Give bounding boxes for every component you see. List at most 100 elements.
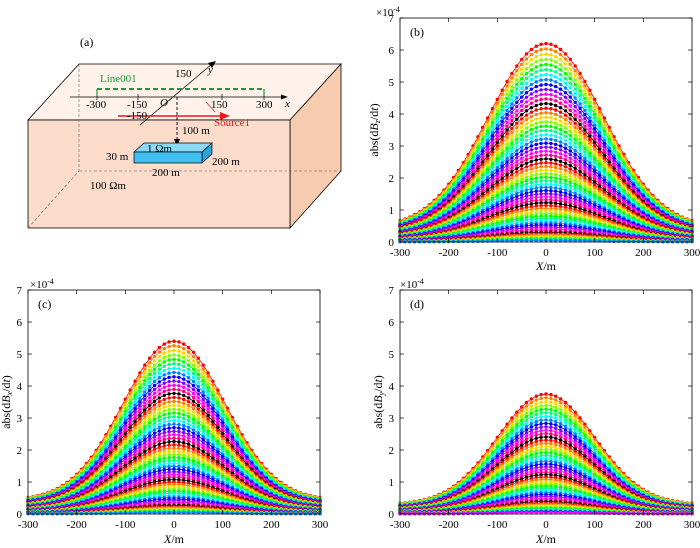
data-point <box>568 86 572 90</box>
data-point <box>162 342 166 346</box>
data-point <box>549 120 553 124</box>
data-point <box>196 407 200 411</box>
data-point <box>167 407 171 412</box>
data-point <box>563 126 568 130</box>
data-point <box>148 414 152 418</box>
data-point <box>573 173 577 177</box>
data-point <box>148 403 152 407</box>
data-point <box>529 155 534 160</box>
data-point <box>568 57 572 62</box>
data-point <box>549 165 553 169</box>
data-point <box>573 87 577 91</box>
data-point <box>152 410 157 414</box>
data-point <box>539 107 543 111</box>
data-point <box>534 55 538 59</box>
data-point <box>554 84 558 89</box>
data-point <box>157 396 162 400</box>
data-point <box>558 177 563 181</box>
data-point <box>539 93 543 97</box>
data-point <box>558 144 563 148</box>
data-point <box>544 179 548 183</box>
data-point <box>500 137 504 142</box>
data-point <box>186 350 191 354</box>
data-point <box>534 146 538 151</box>
data-point <box>495 127 499 131</box>
data-point <box>167 379 171 384</box>
data-point <box>196 410 200 415</box>
data-point <box>588 108 592 112</box>
data-point <box>539 53 543 57</box>
data-point <box>495 174 499 179</box>
data-point <box>143 379 147 383</box>
data-point <box>148 410 152 415</box>
data-point <box>510 182 514 186</box>
data-point <box>167 340 171 344</box>
data-point <box>549 58 553 62</box>
data-point <box>568 137 572 142</box>
data-point <box>568 190 572 194</box>
data-point <box>500 167 504 172</box>
data-point <box>578 71 582 76</box>
data-point <box>544 47 548 51</box>
data-point <box>515 166 519 170</box>
data-point <box>515 125 519 130</box>
data-point <box>172 357 176 362</box>
y-tick-label: -150 <box>127 110 148 122</box>
data-point <box>515 173 519 177</box>
data-point <box>583 108 587 113</box>
data-point <box>505 135 509 140</box>
data-point <box>177 392 181 396</box>
data-point <box>182 397 186 402</box>
data-point <box>515 96 519 100</box>
data-point <box>534 162 538 166</box>
data-point <box>201 404 205 409</box>
data-point <box>578 80 582 85</box>
data-point <box>495 157 499 161</box>
data-point <box>186 396 191 400</box>
data-point <box>495 112 499 117</box>
data-point <box>529 127 534 132</box>
y-tick-label: 1 <box>389 205 395 217</box>
data-point <box>578 102 582 106</box>
data-point <box>524 154 529 158</box>
data-point <box>549 73 553 77</box>
data-point <box>510 156 514 160</box>
data-point <box>554 89 558 94</box>
data-point <box>568 95 572 99</box>
data-point <box>148 360 152 365</box>
data-point <box>505 124 509 128</box>
data-point <box>177 375 181 380</box>
data-point <box>602 116 607 120</box>
data-point <box>573 82 577 87</box>
panel-a-label: (a) <box>80 35 93 49</box>
data-point <box>534 49 538 54</box>
data-point <box>593 97 597 102</box>
data-point <box>162 351 166 355</box>
data-point <box>583 124 587 128</box>
data-point <box>549 133 553 137</box>
data-point <box>558 63 563 67</box>
data-point <box>201 397 205 402</box>
data-point <box>549 157 553 161</box>
data-point <box>505 79 509 84</box>
data-point <box>554 162 558 166</box>
data-point <box>534 186 538 190</box>
data-point <box>549 149 553 154</box>
data-point <box>485 119 490 124</box>
data-point <box>602 129 607 133</box>
data-point <box>534 99 538 103</box>
data-point <box>563 188 568 192</box>
data-point <box>510 152 514 157</box>
data-point <box>549 124 553 129</box>
data-point <box>549 42 553 46</box>
data-point <box>148 388 152 392</box>
data-point <box>544 62 548 67</box>
data-point <box>191 354 196 359</box>
data-point <box>138 375 142 379</box>
data-point <box>510 76 514 80</box>
data-point <box>529 110 534 114</box>
data-point <box>138 423 142 427</box>
data-point <box>593 127 597 131</box>
data-point <box>597 121 602 125</box>
data-point <box>539 42 543 46</box>
